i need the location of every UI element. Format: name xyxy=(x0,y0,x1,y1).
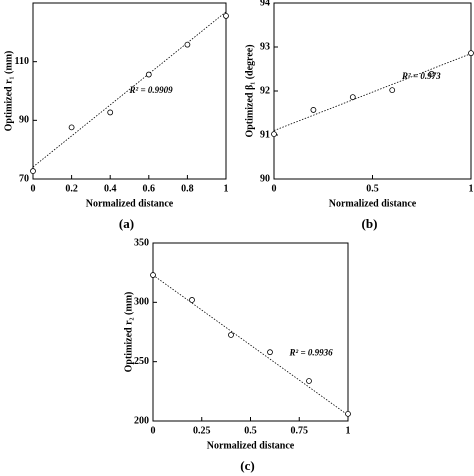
plot-frame xyxy=(273,2,472,180)
data-point xyxy=(68,124,75,131)
x-tick-label: 1 xyxy=(224,183,229,194)
x-tick-label: 0 xyxy=(31,183,36,194)
y-tick-label: 91 xyxy=(260,129,270,140)
x-axis-label: Normalized distance xyxy=(329,198,417,209)
y-tick-label: 90 xyxy=(19,115,29,126)
data-point xyxy=(184,41,191,48)
panel-label: (a) xyxy=(119,216,134,231)
y-tick-label: 93 xyxy=(260,41,270,52)
fit-line xyxy=(152,274,349,416)
x-tick-label: 0.25 xyxy=(193,425,211,436)
y-axis-label: Optimized r₁ (mm) xyxy=(3,51,14,132)
x-tick-label: 0.6 xyxy=(143,183,156,194)
x-tick-label: 0.8 xyxy=(181,183,194,194)
y-tick-label: 70 xyxy=(19,173,29,184)
data-point xyxy=(345,410,351,417)
annotation: R² = 0.9909 xyxy=(129,85,174,95)
data-point xyxy=(145,71,152,78)
data-point xyxy=(310,107,317,113)
y-tick-label: 92 xyxy=(260,85,270,96)
data-point xyxy=(107,109,114,116)
y-axis-label: Optimized r₂ (mm) xyxy=(123,292,134,373)
y-tick-label: 90 xyxy=(260,173,270,184)
y-tick-label: 250 xyxy=(134,356,149,367)
y-tick-label: 300 xyxy=(134,297,149,308)
data-point xyxy=(30,168,36,174)
data-point xyxy=(428,70,435,77)
data-point xyxy=(267,349,273,356)
fit-line xyxy=(273,53,472,131)
plot-frame xyxy=(32,2,227,180)
y-tick-label: 94 xyxy=(260,0,270,8)
data-point xyxy=(306,378,312,384)
annotation: R² = 0.973 xyxy=(401,71,441,81)
data-point xyxy=(271,131,277,138)
data-point xyxy=(389,87,396,94)
y-axis-label: Optimized β₁ (degree) xyxy=(244,44,255,137)
x-tick-label: 0.75 xyxy=(291,425,309,436)
x-tick-label: 0 xyxy=(151,425,156,436)
data-point xyxy=(223,13,229,19)
data-point xyxy=(349,94,356,101)
y-tick-label: 200 xyxy=(134,415,149,426)
panel-label: (b) xyxy=(362,216,378,231)
panel-label: (c) xyxy=(240,458,254,473)
data-point xyxy=(228,332,234,338)
x-tick-label: 0.2 xyxy=(65,183,78,194)
data-point xyxy=(468,50,474,57)
y-tick-label: 350 xyxy=(134,237,149,248)
x-axis-label: Normalized distance xyxy=(86,198,174,209)
x-axis-label: Normalized distance xyxy=(207,440,295,451)
y-tick-label: 110 xyxy=(15,56,29,67)
annotation: R² = 0.9936 xyxy=(289,347,334,357)
x-tick-label: 0.5 xyxy=(244,425,257,436)
x-tick-label: 0.5 xyxy=(366,183,379,194)
data-point xyxy=(189,297,195,303)
x-tick-label: 1 xyxy=(469,183,474,194)
x-tick-label: 0.4 xyxy=(104,183,117,194)
data-point xyxy=(150,272,156,278)
x-tick-label: 0 xyxy=(272,183,277,194)
x-tick-label: 1 xyxy=(346,425,351,436)
fit-line xyxy=(32,11,227,168)
